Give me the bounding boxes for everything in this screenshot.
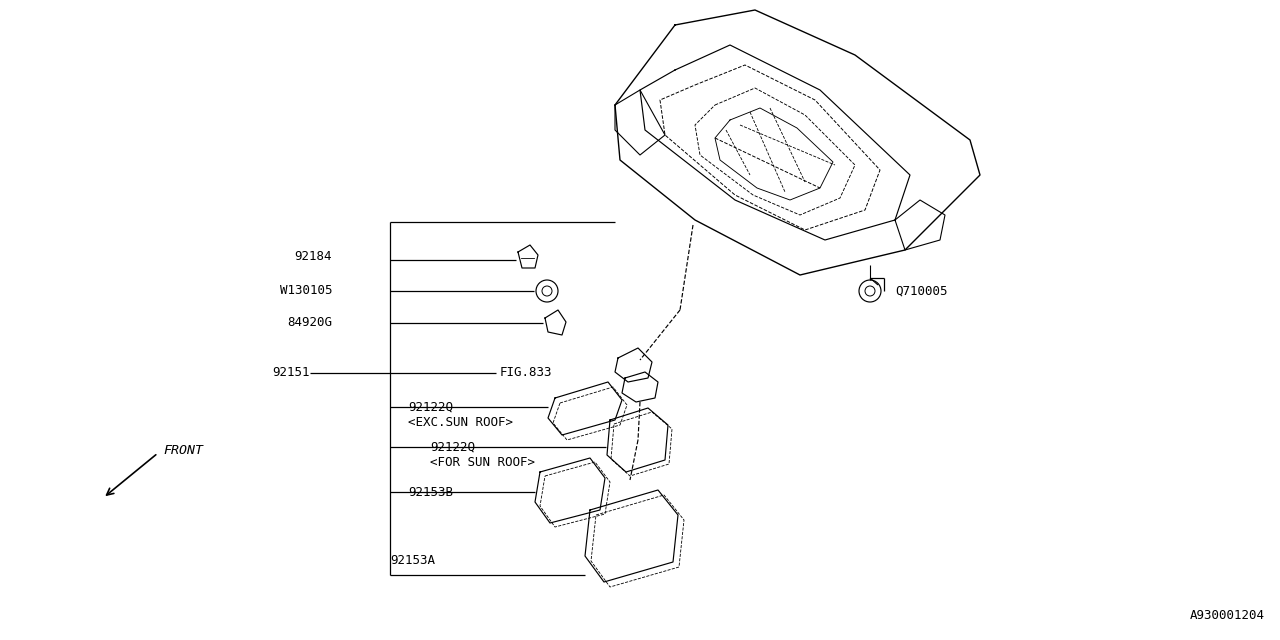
Text: W130105: W130105 — [279, 284, 332, 296]
Text: FIG.833: FIG.833 — [500, 367, 553, 380]
Text: <FOR SUN ROOF>: <FOR SUN ROOF> — [430, 456, 535, 470]
Text: <EXC.SUN ROOF>: <EXC.SUN ROOF> — [408, 417, 513, 429]
Text: Q710005: Q710005 — [895, 285, 947, 298]
Text: 92151: 92151 — [273, 367, 310, 380]
Text: 84920G: 84920G — [287, 317, 332, 330]
Text: 92122Q: 92122Q — [430, 440, 475, 454]
Text: FRONT: FRONT — [163, 444, 204, 456]
Text: 92122Q: 92122Q — [408, 401, 453, 413]
Text: A930001204: A930001204 — [1190, 609, 1265, 622]
Text: 92184: 92184 — [294, 250, 332, 264]
Text: 92153A: 92153A — [390, 554, 435, 566]
Text: 92153B: 92153B — [408, 486, 453, 499]
